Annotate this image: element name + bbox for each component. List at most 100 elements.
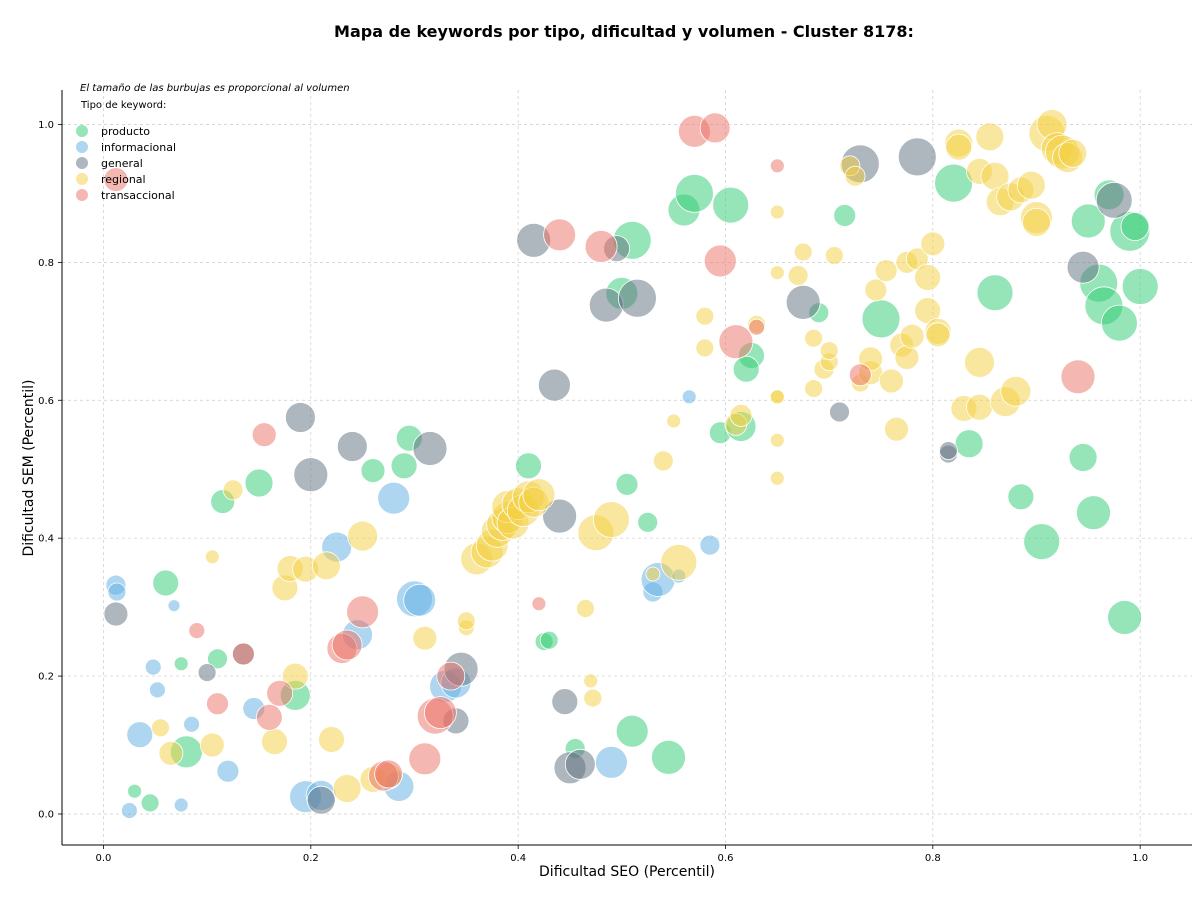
x-tick-label: 0.8 <box>925 853 941 864</box>
bubble-regional <box>222 479 244 501</box>
bubble-transaccional <box>769 158 785 174</box>
bubble-regional <box>318 726 345 753</box>
legend-label: regional <box>101 173 146 186</box>
bubble-transaccional <box>531 596 547 612</box>
bubble-regional <box>576 599 595 618</box>
bubble-regional <box>769 389 785 405</box>
x-tick-label: 0.6 <box>718 853 734 864</box>
bubble-producto <box>1101 304 1138 342</box>
bubble-transaccional <box>346 595 380 629</box>
bubble-regional <box>804 328 823 348</box>
legend-marker <box>76 141 88 153</box>
x-tick-label: 1.0 <box>1132 853 1148 864</box>
bubble-regional <box>158 740 184 766</box>
series-regional <box>151 109 1088 803</box>
bubble-transaccional <box>408 742 442 776</box>
bubbles <box>103 109 1159 819</box>
bubble-transaccional <box>331 629 363 661</box>
bubble-producto <box>390 452 418 480</box>
bubble-general <box>785 284 821 320</box>
axes <box>58 90 1192 849</box>
bubble-general <box>897 137 937 177</box>
bubble-regional <box>583 673 599 689</box>
bubble-regional <box>456 611 476 631</box>
bubble-producto <box>833 204 857 227</box>
bubble-producto <box>1070 203 1106 239</box>
bubble-regional <box>151 718 170 738</box>
bubble-general <box>293 457 329 493</box>
legend-marker <box>76 189 88 201</box>
bubble-transaccional <box>584 230 618 263</box>
bubble-transaccional <box>231 642 255 666</box>
bubble-informacional <box>144 658 162 676</box>
bubble-regional <box>1058 138 1088 168</box>
bubble-informacional <box>167 599 181 613</box>
bubble-producto <box>637 511 659 533</box>
bubble-size-note: El tamaño de las burbujas es proporciona… <box>80 83 350 94</box>
bubble-producto <box>515 452 542 480</box>
x-axis-label: Dificultad SEO (Percentil) <box>539 864 715 880</box>
bubble-informacional <box>699 534 721 556</box>
bubble-regional <box>1016 170 1046 200</box>
bubble-transaccional <box>543 218 576 252</box>
bubble-producto <box>1007 483 1035 511</box>
bubble-informacional <box>377 481 411 515</box>
bubble-transaccional <box>436 661 466 691</box>
bubble-producto <box>244 468 274 498</box>
bubble-regional <box>199 732 225 758</box>
bubble-regional <box>347 520 379 552</box>
bubble-transaccional <box>103 167 129 193</box>
bubble-general <box>588 287 624 323</box>
bubble-regional <box>666 413 682 429</box>
bubble-transaccional <box>718 324 754 360</box>
bubble-producto <box>1068 443 1098 472</box>
bubble-regional <box>920 231 946 257</box>
bubble-regional <box>583 688 603 708</box>
bubble-regional <box>412 625 438 651</box>
y-axis-label: Dificultad SEM (Percentil) <box>21 380 37 557</box>
series-transaccional <box>103 112 1096 792</box>
bubble-general <box>829 401 850 423</box>
legend-marker <box>76 157 88 169</box>
bubble-producto <box>615 472 639 496</box>
legend-title: Tipo de keyword: <box>80 100 166 111</box>
legend-label: informacional <box>101 141 176 154</box>
bubble-regional <box>804 379 823 399</box>
bubble-general <box>197 663 217 682</box>
bubble-regional <box>695 306 715 326</box>
bubble-informacional <box>120 802 138 819</box>
bubble-producto <box>1121 268 1159 305</box>
bubble-regional <box>522 478 556 512</box>
bubble-regional <box>1000 375 1032 407</box>
bubble-informacional <box>681 389 697 405</box>
bubble-informacional <box>595 745 628 779</box>
bubble-regional <box>914 264 941 291</box>
y-tick-label: 0.4 <box>38 534 54 545</box>
bubble-general <box>564 748 596 780</box>
bubble-regional <box>261 728 288 755</box>
bubble-producto <box>173 656 189 672</box>
bubble-general <box>336 431 368 462</box>
bubble-producto <box>1107 600 1142 635</box>
bubble-regional <box>769 432 785 448</box>
bubble-transaccional <box>848 363 872 387</box>
bubble-informacional <box>183 715 201 733</box>
bubble-transaccional <box>251 422 277 448</box>
bubble-general <box>618 278 657 318</box>
bubble-regional <box>204 549 220 565</box>
tick-labels: 0.0 0.2 0.4 0.6 0.8 1.0 0.0 0.2 0.4 0.6 0.8 1.0 <box>38 120 1148 864</box>
bubble-regional <box>281 662 309 690</box>
bubble-general <box>103 601 129 627</box>
bubble-regional <box>864 278 888 302</box>
bubble-producto <box>861 299 901 339</box>
bubble-regional <box>1022 207 1051 237</box>
bubble-regional <box>652 450 674 472</box>
x-tick-label: 0.4 <box>510 853 526 864</box>
y-tick-label: 0.6 <box>38 396 54 407</box>
bubble-regional <box>964 346 995 378</box>
chart-title: Mapa de keywords por tipo, dificultad y … <box>334 22 914 41</box>
bubble-regional <box>874 259 898 283</box>
bubble-informacional <box>126 721 154 749</box>
legend-marker <box>76 125 88 137</box>
